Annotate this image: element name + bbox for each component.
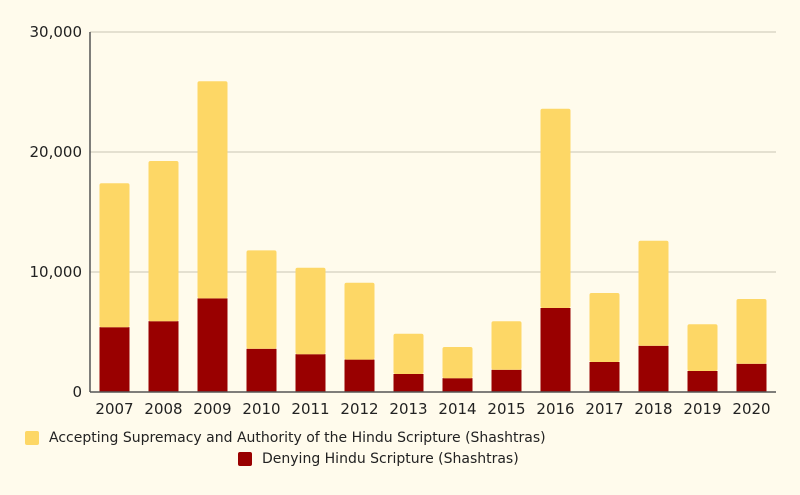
x-tick-label: 2013 (389, 400, 427, 418)
legend-swatch-accepting (25, 431, 39, 445)
x-tick-label: 2012 (340, 400, 378, 418)
x-tick-label: 2011 (291, 400, 329, 418)
bar-accepting-2014 (442, 347, 473, 379)
x-tick-label: 2015 (487, 400, 525, 418)
bar-accepting-2019 (687, 324, 718, 371)
x-tick-label: 2017 (585, 400, 623, 418)
x-tick-label: 2010 (242, 400, 280, 418)
x-tick-label: 2020 (732, 400, 770, 418)
y-tick-label: 30,000 (30, 23, 83, 41)
bar-denying-2018 (638, 345, 669, 392)
bar-denying-2019 (687, 371, 718, 392)
y-tick-label: 20,000 (30, 143, 83, 161)
bar-accepting-2009 (197, 81, 228, 299)
bar-denying-2007 (99, 327, 130, 392)
plot-area: 0 10,000 20,000 30,000 2007 2008 2009 2010 2011 2… (30, 23, 776, 418)
bar-accepting-2015 (491, 321, 522, 370)
bar-denying-2020 (736, 363, 767, 392)
bar-accepting-2011 (295, 267, 326, 355)
bar-denying-2014 (442, 378, 473, 392)
legend: Accepting Supremacy and Authority of the… (0, 430, 800, 467)
legend-swatch-denying (238, 452, 252, 466)
x-tick-label: 2007 (95, 400, 133, 418)
bar-accepting-2018 (638, 240, 669, 346)
x-tick-label: 2016 (536, 400, 574, 418)
bar-accepting-2017 (589, 293, 620, 362)
bar-denying-2015 (491, 369, 522, 392)
x-tick-label: 2008 (144, 400, 182, 418)
bar-denying-2016 (540, 308, 571, 392)
bar-denying-2012 (344, 359, 375, 392)
bar-denying-2009 (197, 298, 228, 392)
bar-denying-2008 (148, 321, 179, 392)
bar-denying-2011 (295, 354, 326, 392)
bar-denying-2010 (246, 348, 277, 392)
legend-label-accepting: Accepting Supremacy and Authority of the… (49, 430, 546, 446)
x-tick-label: 2009 (193, 400, 231, 418)
y-tick-label: 10,000 (30, 263, 83, 281)
bar-accepting-2016 (540, 108, 571, 308)
x-tick-label: 2019 (683, 400, 721, 418)
x-tick-label: 2018 (634, 400, 672, 418)
bar-accepting-2010 (246, 250, 277, 349)
y-tick-label: 0 (72, 383, 82, 401)
bar-denying-2017 (589, 362, 620, 392)
x-tick-label: 2014 (438, 400, 476, 418)
legend-item-accepting[interactable]: Accepting Supremacy and Authority of the… (25, 430, 800, 446)
legend-label-denying: Denying Hindu Scripture (Shashtras) (262, 451, 519, 467)
bar-accepting-2020 (736, 299, 767, 364)
bar-accepting-2008 (148, 161, 179, 322)
bar-accepting-2007 (99, 183, 130, 328)
legend-item-denying[interactable]: Denying Hindu Scripture (Shashtras) (238, 451, 800, 467)
bar-accepting-2013 (393, 333, 424, 374)
bar-accepting-2012 (344, 282, 375, 360)
bar-denying-2013 (393, 374, 424, 392)
